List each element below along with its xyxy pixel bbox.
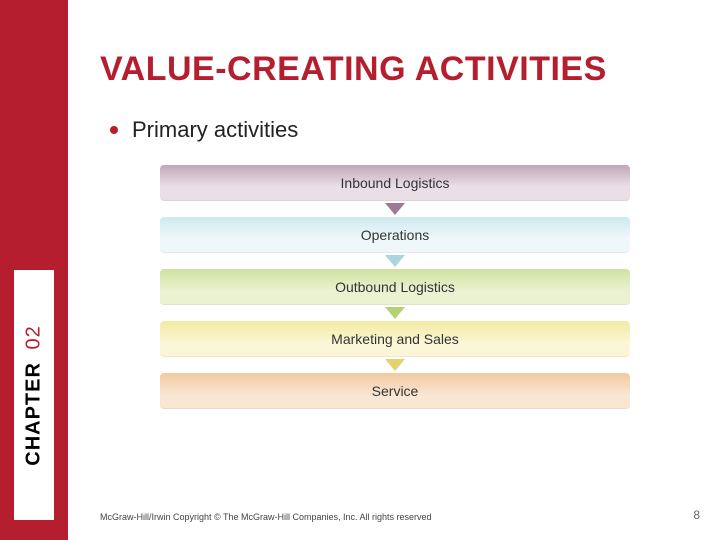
copyright-footer: McGraw-Hill/Irwin Copyright © The McGraw…: [100, 512, 432, 522]
chapter-badge: CHAPTER 02: [14, 270, 54, 520]
flow-band: Service: [160, 373, 630, 409]
page-title: VALUE-CREATING ACTIVITIES: [100, 50, 690, 89]
flow-arrow-icon: [385, 307, 405, 319]
chapter-word: CHAPTER: [23, 362, 45, 466]
flow-arrow-icon: [385, 203, 405, 215]
page-number: 8: [693, 508, 700, 522]
slide: CHAPTER 02 VALUE-CREATING ACTIVITIES Pri…: [0, 0, 720, 540]
flow-arrow-icon: [385, 255, 405, 267]
bullet-text: Primary activities: [132, 117, 298, 143]
flow-band-label: Outbound Logistics: [335, 279, 455, 295]
flow-band-label: Marketing and Sales: [331, 331, 459, 347]
flow-band: Marketing and Sales: [160, 321, 630, 357]
flow-band-label: Service: [372, 383, 419, 399]
flow-band-label: Inbound Logistics: [341, 175, 450, 191]
chapter-number: 02: [23, 325, 45, 349]
flow-arrow-wrap: [160, 255, 630, 267]
primary-activities-diagram: Inbound Logistics Operations Outbound Logi…: [160, 165, 630, 409]
flow-arrow-wrap: [160, 307, 630, 319]
content-area: VALUE-CREATING ACTIVITIES Primary activi…: [100, 50, 690, 520]
bullet-dot-icon: [110, 126, 118, 134]
flow-band: Inbound Logistics: [160, 165, 630, 201]
flow-arrow-wrap: [160, 359, 630, 371]
flow-band-label: Operations: [361, 227, 429, 243]
chapter-label-rotated: CHAPTER 02: [23, 325, 46, 465]
flow-arrow-icon: [385, 359, 405, 371]
flow-band: Operations: [160, 217, 630, 253]
chapter-sidebar: CHAPTER 02: [0, 0, 68, 540]
flow-arrow-wrap: [160, 203, 630, 215]
flow-band: Outbound Logistics: [160, 269, 630, 305]
bullet-row: Primary activities: [110, 117, 690, 143]
